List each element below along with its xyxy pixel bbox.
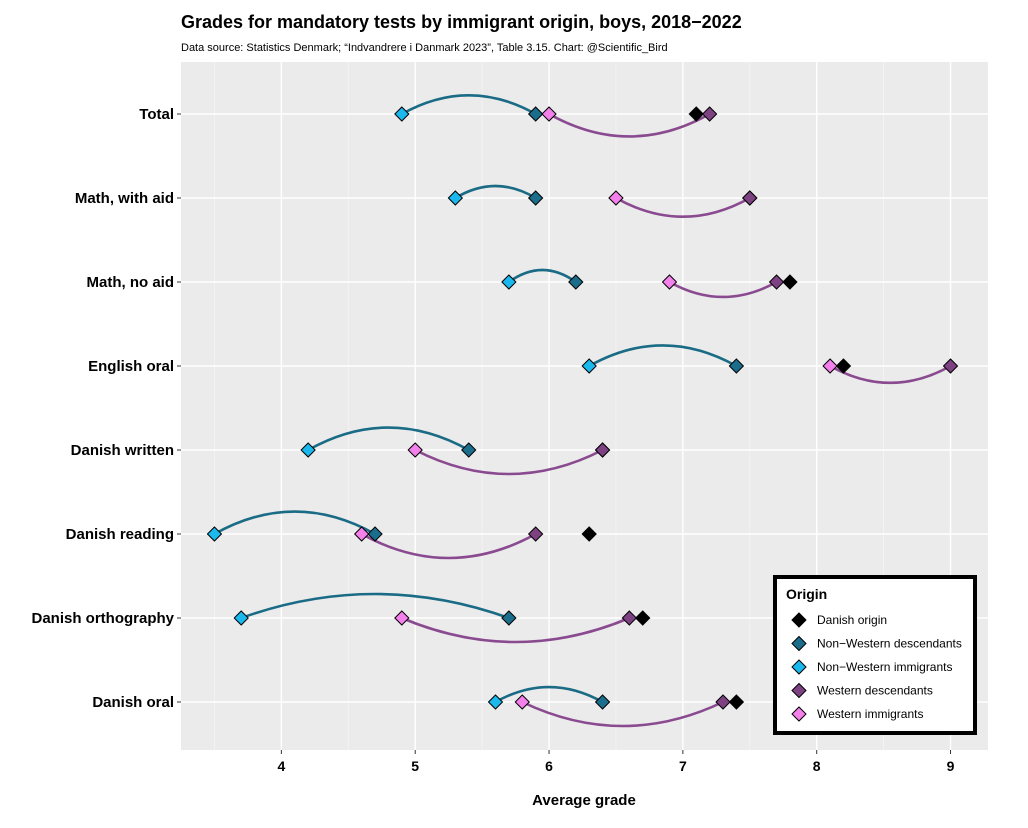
connector-arc bbox=[520, 700, 725, 728]
connector-arc bbox=[213, 510, 377, 536]
legend-key bbox=[791, 706, 807, 722]
legend-title: Origin bbox=[786, 586, 827, 602]
point-non-western-immigrants bbox=[447, 190, 464, 206]
point-non-western-immigrants bbox=[581, 358, 597, 374]
connector-arc bbox=[400, 616, 631, 644]
legend-label: Non−Western descendants bbox=[817, 637, 962, 651]
y-tick-label: Danish orthography bbox=[31, 610, 174, 627]
point-non-western-immigrants bbox=[394, 106, 410, 122]
x-tick-label: 5 bbox=[411, 758, 419, 774]
y-tick-label: Danish reading bbox=[66, 526, 174, 543]
y-tick-label: English oral bbox=[88, 358, 174, 375]
point-danish-origin bbox=[635, 610, 651, 626]
legend: Origin Danish origin Non−Western descenda… bbox=[773, 575, 977, 735]
point-non-western-descendants bbox=[461, 442, 477, 458]
legend-label: Non−Western immigrants bbox=[817, 660, 953, 674]
point-non-western-descendants bbox=[527, 106, 544, 122]
point-non-western-immigrants bbox=[501, 274, 517, 290]
point-western-immigrants bbox=[407, 442, 423, 458]
legend-key bbox=[791, 682, 807, 699]
connector-arc bbox=[454, 184, 537, 200]
point-western-immigrants bbox=[394, 610, 410, 626]
connector-arc bbox=[494, 685, 604, 704]
legend-items: Danish origin Non−Western descendants Non−… bbox=[791, 612, 962, 722]
legend-label: Western immigrants bbox=[817, 707, 923, 721]
legend-label: Western descendants bbox=[817, 684, 933, 698]
point-western-descendants bbox=[621, 610, 638, 626]
connector-arc bbox=[668, 280, 778, 299]
x-tick-label: 7 bbox=[679, 758, 687, 774]
y-tick-label: Math, no aid bbox=[87, 274, 175, 291]
x-tick-label: 4 bbox=[277, 758, 285, 774]
point-western-immigrants bbox=[353, 526, 370, 542]
chart-subtitle: Data source: Statistics Denmark; “Indvan… bbox=[181, 42, 668, 54]
connector-arc bbox=[360, 532, 537, 560]
point-western-immigrants bbox=[661, 274, 678, 290]
legend-label: Danish origin bbox=[817, 613, 887, 627]
point-danish-origin bbox=[581, 526, 597, 542]
point-non-western-descendants bbox=[728, 358, 745, 374]
point-non-western-descendants bbox=[568, 274, 584, 290]
y-tick-label: Math, with aid bbox=[75, 190, 174, 207]
point-danish-origin bbox=[782, 274, 798, 290]
y-tick-label: Total bbox=[139, 106, 174, 123]
y-tick-label: Danish oral bbox=[92, 694, 174, 711]
x-axis-title: Average grade bbox=[532, 792, 636, 809]
point-non-western-immigrants bbox=[233, 610, 249, 626]
connector-arc bbox=[507, 268, 578, 284]
axis-layer: 4 5 6 7 8 9 Total Math, with aid Math, no aid Eng… bbox=[31, 106, 954, 774]
point-layer bbox=[206, 106, 959, 710]
point-western-descendants bbox=[715, 694, 731, 710]
point-danish-origin bbox=[728, 694, 745, 710]
point-non-western-immigrants bbox=[206, 526, 223, 542]
connector-arc bbox=[306, 426, 471, 452]
legend-box bbox=[773, 575, 977, 735]
point-non-western-immigrants bbox=[487, 694, 504, 710]
point-danish-origin bbox=[688, 106, 704, 122]
point-western-immigrants bbox=[608, 190, 624, 206]
legend-key bbox=[791, 659, 807, 675]
point-western-descendants bbox=[742, 190, 758, 206]
connector-arc bbox=[614, 196, 752, 218]
connector-arc bbox=[413, 448, 604, 476]
point-western-immigrants bbox=[822, 358, 838, 374]
connector-arc bbox=[400, 94, 537, 116]
connector-arc bbox=[239, 592, 511, 620]
point-non-western-descendants bbox=[501, 610, 517, 626]
point-non-western-descendants bbox=[527, 190, 544, 206]
x-tick-label: 6 bbox=[545, 758, 553, 774]
y-tick-label: Danish written bbox=[71, 442, 174, 459]
legend-key bbox=[791, 635, 807, 652]
connector-arc bbox=[587, 344, 738, 368]
point-western-immigrants bbox=[514, 694, 530, 710]
point-non-western-descendants bbox=[367, 526, 383, 542]
point-non-western-immigrants bbox=[300, 442, 316, 458]
legend-key bbox=[791, 612, 807, 628]
point-western-descendants bbox=[701, 106, 718, 122]
x-tick-label: 9 bbox=[947, 758, 955, 774]
x-tick-label: 8 bbox=[813, 758, 821, 774]
point-western-immigrants bbox=[541, 106, 557, 122]
point-western-descendants bbox=[527, 526, 544, 542]
point-western-descendants bbox=[594, 442, 611, 458]
connector-arc bbox=[547, 112, 711, 138]
point-non-western-descendants bbox=[594, 694, 611, 710]
point-danish-origin bbox=[835, 358, 852, 374]
point-western-descendants bbox=[768, 274, 785, 290]
chart-title: Grades for mandatory tests by immigrant … bbox=[181, 12, 742, 32]
point-western-descendants bbox=[942, 358, 959, 374]
